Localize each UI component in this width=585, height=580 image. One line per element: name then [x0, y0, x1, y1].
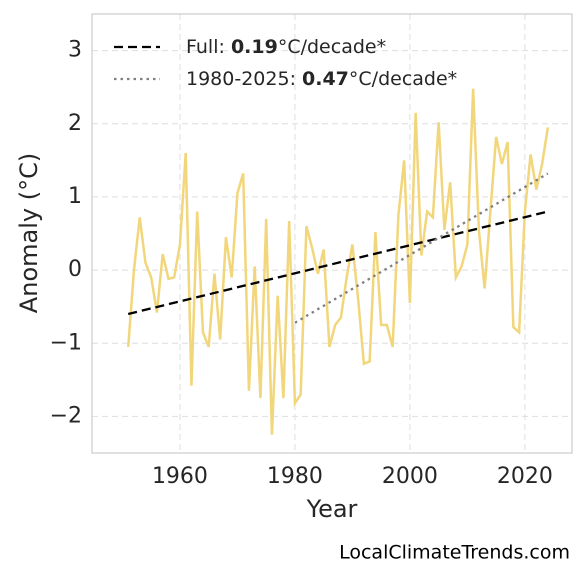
x-tick-label: 1960	[152, 464, 208, 489]
x-tick-label: 2020	[497, 464, 553, 489]
source: LocalClimateTrends.com	[339, 542, 570, 564]
y-tick-label: 3	[68, 38, 82, 63]
legend-label: 1980-2025: 0.47°C/decade*	[186, 68, 457, 90]
y-tick-label: −1	[50, 330, 82, 355]
trend-line	[127, 210, 549, 316]
x-tick-label: 1980	[267, 464, 323, 489]
y-tick-label: 1	[68, 184, 82, 209]
y-tick-label: −2	[50, 403, 82, 428]
x-axis-label: Year	[306, 495, 358, 523]
y-axis-label: Anomaly (°C)	[15, 153, 43, 313]
y-tick-label: 0	[68, 257, 82, 282]
x-tick-label: 2000	[382, 464, 438, 489]
data-line	[126, 88, 550, 435]
legend-label: Full: 0.19°C/decade*	[186, 36, 386, 58]
y-tick-label: 2	[68, 111, 82, 136]
plot-frame	[91, 13, 573, 454]
